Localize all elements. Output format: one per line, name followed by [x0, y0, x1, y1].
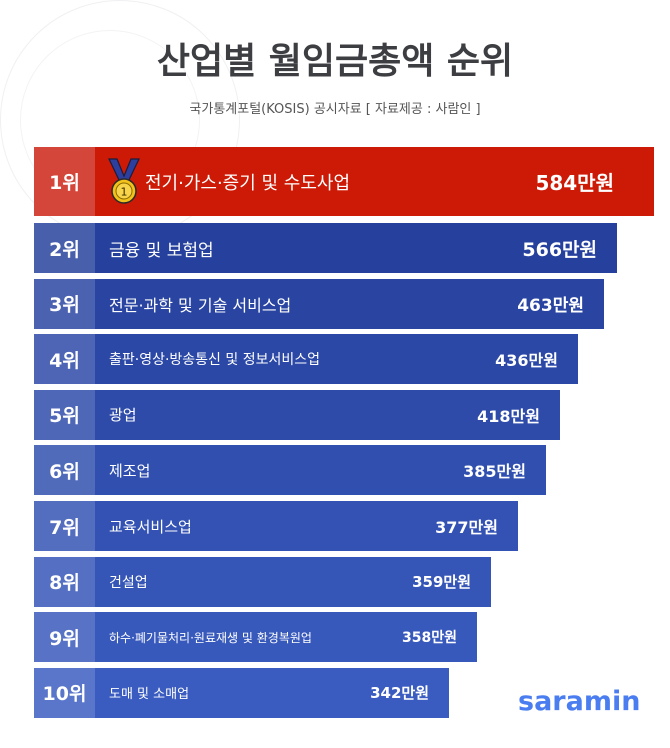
rank-label: 7위	[34, 501, 95, 551]
rank-label: 5위	[34, 389, 95, 440]
industry-label: 금융 및 보험업	[109, 240, 214, 261]
industry-label: 교육서비스업	[109, 517, 192, 536]
industry-label: 도매 및 소매업	[109, 687, 190, 703]
industry-label: 출판·영상·방송통신 및 정보서비스업	[109, 352, 320, 369]
bar-row: 8위 건설업 359만원	[34, 556, 491, 607]
source-note: 국가통계포털(KOSIS) 공시자료 [ 자료제공 : 사람인 ]	[189, 102, 481, 117]
rank-label: 3위	[34, 278, 95, 329]
wage-value: 418만원	[477, 406, 540, 426]
wage-value: 566만원	[522, 238, 597, 261]
wage-value: 359만원	[412, 573, 471, 592]
bar-row: 7위 교육서비스업 377만원	[34, 501, 518, 551]
wage-value: 342만원	[370, 684, 429, 703]
saramin-logo: saramin	[518, 686, 641, 717]
svg-text:1: 1	[121, 185, 128, 198]
rank-label: 1위	[34, 147, 95, 216]
wage-value: 377만원	[435, 518, 498, 537]
bar-row: 9위 하수·폐기물처리·원료재생 및 환경복원업 358만원	[34, 612, 477, 663]
rank-label: 4위	[34, 334, 95, 385]
industry-label: 제조업	[109, 461, 151, 480]
page-title: 산업별 월임금총액 순위	[156, 41, 514, 82]
industry-label: 하수·폐기물처리·원료재생 및 환경복원업	[109, 630, 312, 645]
bar-row: 4위 출판·영상·방송통신 및 정보서비스업 436만원	[34, 334, 578, 385]
industry-label: 전문·과학 및 기술 서비스업	[109, 295, 292, 315]
bar-row: 1위 1 전기·가스·증기 및 수도사업 584만원	[34, 147, 654, 216]
wage-value: 358만원	[402, 630, 457, 647]
rank-label: 10위	[34, 667, 95, 718]
wage-value: 463만원	[517, 296, 584, 317]
industry-label: 전기·가스·증기 및 수도사업	[145, 172, 351, 194]
wage-value: 436만원	[495, 351, 558, 371]
gold-medal-icon: 1	[108, 157, 140, 204]
bar-row: 5위 광업 418만원	[34, 389, 560, 440]
bar-row: 6위 제조업 385만원	[34, 445, 546, 496]
bar-row: 10위 도매 및 소매업 342만원	[34, 667, 449, 718]
rank-label: 9위	[34, 612, 95, 663]
wage-value: 584만원	[535, 171, 614, 195]
industry-label: 건설업	[109, 574, 148, 591]
bar-row: 3위 전문·과학 및 기술 서비스업 463만원	[34, 278, 604, 329]
rank-label: 2위	[34, 223, 95, 273]
wage-value: 385만원	[463, 462, 526, 482]
rank-label: 6위	[34, 445, 95, 496]
industry-label: 광업	[109, 406, 137, 425]
bar-row: 2위 금융 및 보험업 566만원	[34, 223, 617, 273]
rank-label: 8위	[34, 556, 95, 607]
